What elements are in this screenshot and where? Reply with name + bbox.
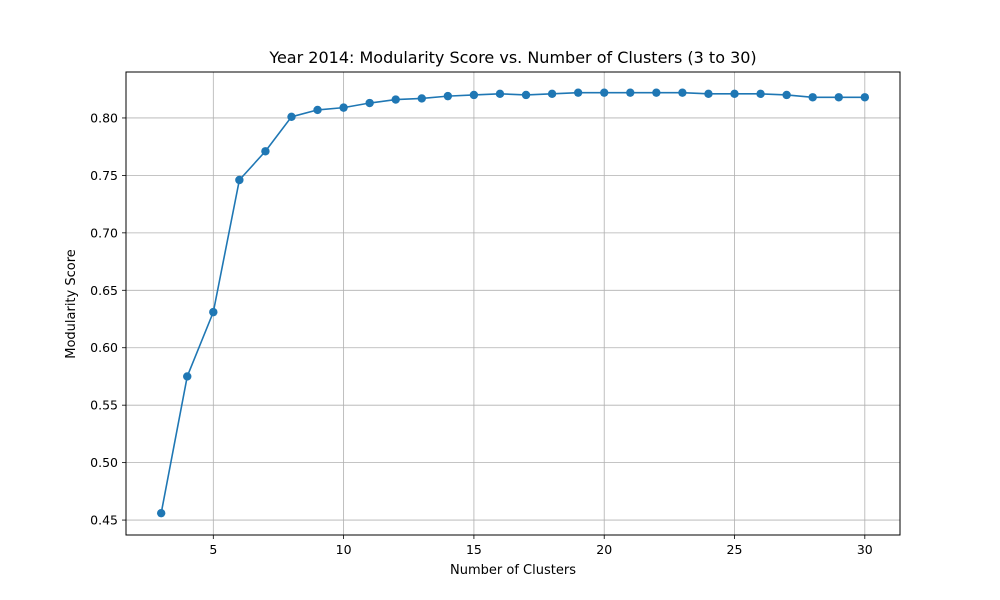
x-tick-label: 20 — [596, 542, 612, 557]
data-point — [756, 89, 765, 99]
data-point — [834, 93, 843, 102]
data-point — [469, 90, 479, 100]
y-tick-label: 0.60 — [90, 340, 118, 355]
y-tick-label: 0.45 — [90, 513, 118, 528]
data-point — [652, 88, 661, 97]
y-tick-label: 0.65 — [90, 283, 118, 298]
x-tick-label: 10 — [336, 542, 352, 557]
y-axis-label: Modularity Score — [64, 249, 79, 359]
y-tick-label: 0.80 — [90, 110, 118, 125]
data-point — [209, 307, 218, 317]
data-point — [521, 90, 531, 100]
grid-lines — [126, 72, 900, 535]
series-line — [160, 91, 865, 514]
data-point — [626, 88, 635, 97]
tick-layer: 5 10 15 20 25 30 0.45 0.50 0.55 0.60 0.65 0.70 0.75 0… — [90, 110, 873, 557]
data-point — [782, 90, 791, 100]
x-axis-label: Number of Clusters — [450, 563, 576, 578]
data-point — [600, 88, 609, 97]
data-point — [313, 105, 322, 115]
y-tick-label: 0.55 — [90, 398, 118, 413]
data-point — [704, 89, 713, 99]
series-layer — [156, 88, 870, 518]
y-tick-label: 0.75 — [90, 168, 118, 183]
data-point — [235, 175, 244, 185]
data-point — [730, 89, 739, 99]
data-point — [156, 508, 166, 518]
y-tick-label: 0.70 — [90, 225, 118, 240]
data-point — [365, 98, 374, 108]
x-tick-label: 25 — [727, 542, 743, 557]
data-point — [183, 372, 192, 381]
data-point — [391, 95, 400, 104]
data-point — [573, 88, 583, 97]
data-point — [261, 147, 270, 156]
data-point — [860, 93, 870, 102]
data-point — [287, 112, 296, 122]
chart-title: Year 2014: Modularity Score vs. Number o… — [268, 48, 756, 67]
x-tick-label: 15 — [466, 542, 482, 557]
axes-frame — [125, 71, 901, 536]
data-point — [339, 103, 348, 112]
data-point — [547, 89, 557, 99]
data-point — [678, 88, 687, 97]
data-point — [443, 91, 453, 101]
x-tick-label: 30 — [857, 542, 873, 557]
data-point — [808, 93, 817, 102]
data-point — [495, 89, 505, 99]
y-tick-label: 0.50 — [90, 455, 118, 470]
data-point — [417, 94, 426, 103]
x-tick-label: 5 — [209, 542, 217, 557]
